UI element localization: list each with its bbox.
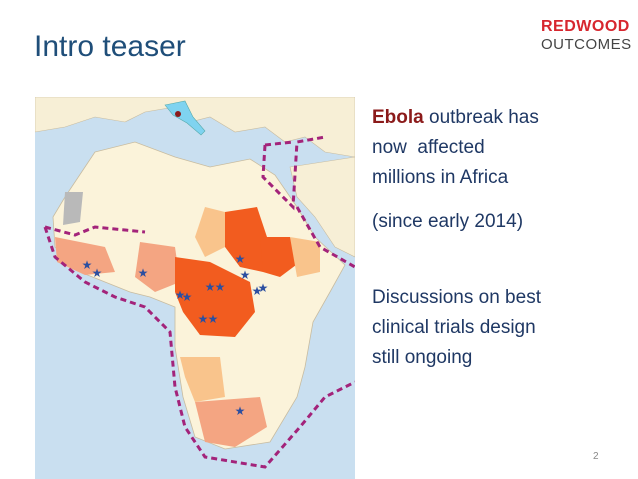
svg-text:★: ★ — [182, 290, 193, 304]
text-line: clinical trials design — [372, 317, 536, 338]
svg-text:★: ★ — [240, 268, 251, 282]
svg-text:★: ★ — [208, 312, 219, 326]
text-line: Discussions on best — [372, 287, 541, 308]
svg-text:★: ★ — [215, 280, 226, 294]
text-line: (since early 2014) — [372, 211, 524, 232]
paragraph: (since early 2014) — [372, 207, 523, 237]
svg-text:★: ★ — [138, 266, 149, 280]
svg-text:★: ★ — [82, 258, 93, 272]
emphasis: Ebola — [372, 107, 424, 128]
text-line: still ongoing — [372, 347, 473, 368]
text-line: outbreak has — [429, 107, 539, 128]
logo-line: REDWOOD — [541, 18, 630, 35]
page-number: 2 — [593, 451, 599, 462]
svg-text:★: ★ — [205, 280, 216, 294]
paragraph: Discussions on best clinical trials desi… — [372, 283, 541, 373]
text-line: millions in Africa — [372, 167, 509, 188]
paragraph: Ebola outbreak has now affected millions… — [372, 103, 539, 193]
svg-text:★: ★ — [235, 252, 246, 266]
svg-text:★: ★ — [175, 288, 186, 302]
africa-map: ★★ ★ ★★★ ★★★ ★★★ ★★ — [35, 97, 355, 479]
svg-text:★: ★ — [235, 404, 246, 418]
text-line: now affected — [372, 137, 485, 158]
slide-title: Intro teaser — [34, 30, 186, 63]
logo-line: OUTCOMES — [541, 36, 632, 53]
svg-text:★: ★ — [92, 266, 103, 280]
svg-text:★: ★ — [198, 312, 209, 326]
svg-text:★: ★ — [252, 284, 263, 298]
svg-text:★: ★ — [258, 281, 269, 295]
